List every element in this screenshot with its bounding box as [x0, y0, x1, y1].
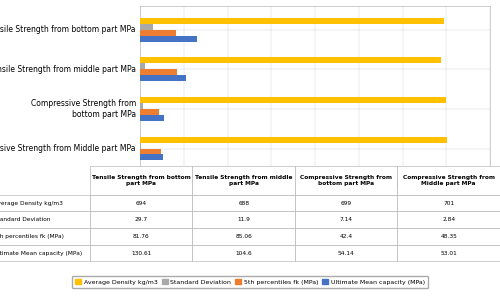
- Bar: [140, 115, 164, 121]
- Legend: Average Density kg/m3, Standard Deviation, 5th percentiles fk (MPa), Ultimate Me: Average Density kg/m3, Standard Deviatio…: [72, 276, 428, 288]
- Bar: [140, 18, 444, 24]
- Bar: [140, 36, 197, 42]
- Bar: [140, 109, 158, 115]
- Bar: [140, 148, 161, 154]
- Bar: [140, 75, 186, 81]
- Bar: [140, 137, 446, 143]
- Bar: [140, 154, 163, 160]
- Bar: [140, 30, 176, 36]
- Bar: [140, 24, 153, 30]
- Bar: [140, 63, 145, 69]
- Bar: [140, 103, 143, 109]
- Bar: [140, 57, 441, 63]
- Bar: [140, 143, 141, 148]
- Bar: [140, 69, 177, 75]
- Bar: [140, 97, 446, 103]
